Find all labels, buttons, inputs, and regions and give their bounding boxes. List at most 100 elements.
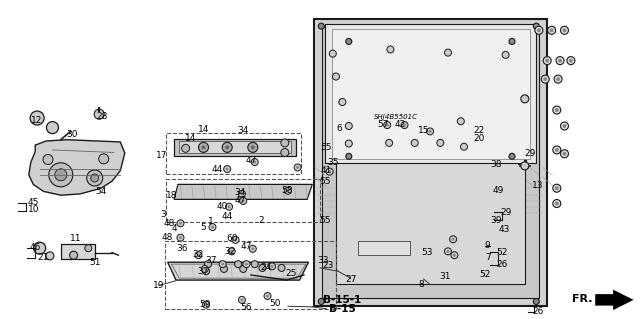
- Polygon shape: [332, 29, 530, 159]
- Circle shape: [543, 77, 547, 81]
- Text: 23: 23: [322, 261, 333, 270]
- Circle shape: [235, 261, 241, 268]
- Circle shape: [269, 263, 275, 270]
- Circle shape: [561, 26, 568, 34]
- Text: 19: 19: [153, 281, 164, 290]
- Text: 7: 7: [485, 253, 490, 262]
- Text: 31: 31: [439, 272, 451, 281]
- Circle shape: [461, 143, 467, 150]
- Circle shape: [556, 56, 564, 65]
- Circle shape: [339, 99, 346, 106]
- Text: 13: 13: [532, 181, 543, 190]
- Circle shape: [259, 264, 266, 271]
- Circle shape: [445, 49, 451, 56]
- Text: 17: 17: [156, 151, 167, 160]
- Circle shape: [533, 299, 540, 304]
- Circle shape: [179, 222, 182, 225]
- Circle shape: [252, 159, 258, 166]
- Circle shape: [550, 28, 554, 32]
- Circle shape: [294, 164, 301, 171]
- Text: 14: 14: [185, 134, 196, 143]
- Circle shape: [451, 252, 458, 259]
- Circle shape: [563, 28, 566, 32]
- Circle shape: [250, 245, 256, 252]
- Polygon shape: [61, 244, 95, 259]
- Circle shape: [239, 296, 245, 303]
- Circle shape: [502, 51, 509, 58]
- Text: 34: 34: [237, 126, 249, 135]
- Circle shape: [548, 26, 556, 34]
- Circle shape: [387, 46, 394, 53]
- Circle shape: [253, 160, 256, 164]
- Text: 26: 26: [497, 260, 508, 269]
- Circle shape: [202, 145, 205, 149]
- Text: FR.: FR.: [600, 297, 619, 308]
- Circle shape: [230, 250, 233, 253]
- Circle shape: [91, 174, 99, 182]
- Circle shape: [346, 153, 352, 159]
- Circle shape: [401, 122, 408, 129]
- Circle shape: [46, 252, 54, 260]
- Text: 21: 21: [38, 253, 49, 262]
- Text: 53: 53: [422, 248, 433, 256]
- Circle shape: [403, 123, 406, 127]
- Text: 10: 10: [28, 205, 39, 214]
- Circle shape: [509, 39, 515, 44]
- Circle shape: [182, 144, 189, 152]
- Text: 38: 38: [490, 160, 502, 169]
- Circle shape: [245, 263, 248, 266]
- Text: 41: 41: [321, 166, 332, 175]
- Circle shape: [346, 140, 352, 147]
- Circle shape: [252, 261, 258, 268]
- Text: 45: 45: [28, 198, 39, 207]
- Text: 14: 14: [198, 125, 209, 134]
- Text: 49: 49: [492, 186, 504, 195]
- Circle shape: [202, 265, 208, 272]
- Polygon shape: [29, 140, 125, 195]
- Polygon shape: [322, 27, 540, 298]
- Text: 42: 42: [394, 120, 406, 129]
- Circle shape: [346, 39, 352, 44]
- Text: SHJ4B5501C: SHJ4B5501C: [374, 115, 417, 120]
- Text: 30: 30: [66, 130, 77, 139]
- Circle shape: [429, 130, 431, 133]
- Text: 29: 29: [524, 149, 536, 158]
- Circle shape: [556, 77, 560, 81]
- Circle shape: [252, 247, 254, 250]
- Text: 20: 20: [473, 134, 484, 143]
- Circle shape: [561, 122, 568, 130]
- Circle shape: [567, 56, 575, 65]
- Circle shape: [228, 248, 235, 255]
- Text: 8: 8: [419, 280, 424, 289]
- Circle shape: [221, 263, 224, 266]
- Text: 46: 46: [29, 243, 41, 252]
- Circle shape: [242, 199, 244, 203]
- Circle shape: [34, 242, 45, 254]
- Text: 2: 2: [259, 216, 264, 225]
- Text: 24: 24: [260, 263, 271, 272]
- Circle shape: [535, 26, 543, 34]
- Text: 59: 59: [199, 300, 211, 309]
- Circle shape: [555, 202, 559, 205]
- Text: 33: 33: [317, 256, 329, 265]
- Circle shape: [545, 59, 549, 63]
- Circle shape: [177, 220, 184, 227]
- Text: 15: 15: [418, 126, 429, 135]
- Text: 44: 44: [212, 165, 223, 174]
- Text: FR.: FR.: [572, 294, 593, 304]
- Bar: [166, 133, 301, 174]
- Text: 52: 52: [497, 248, 508, 256]
- Circle shape: [553, 146, 561, 154]
- Circle shape: [541, 75, 549, 83]
- Circle shape: [563, 124, 566, 128]
- Text: 55: 55: [319, 216, 331, 225]
- Text: 26: 26: [532, 308, 543, 316]
- Text: 40: 40: [217, 202, 228, 211]
- Circle shape: [85, 245, 92, 252]
- Circle shape: [226, 203, 232, 210]
- Circle shape: [87, 170, 102, 186]
- Circle shape: [509, 153, 515, 159]
- Circle shape: [203, 301, 209, 308]
- Polygon shape: [174, 184, 312, 199]
- Circle shape: [285, 187, 291, 194]
